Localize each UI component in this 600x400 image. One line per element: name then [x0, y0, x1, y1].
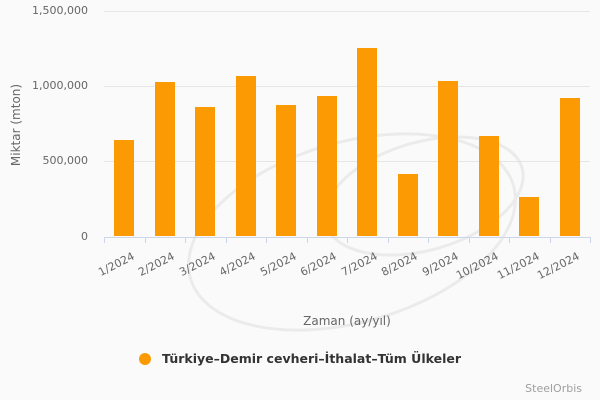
x-axis-tick [306, 236, 308, 243]
bar-9/2024[interactable] [438, 80, 459, 237]
x-axis-tick [144, 236, 146, 243]
x-axis-title: Zaman (ay/yıl) [303, 314, 391, 328]
x-axis-tick [387, 236, 389, 243]
gridline [104, 11, 590, 12]
bar-4/2024[interactable] [235, 76, 256, 237]
gridline [104, 161, 590, 163]
x-tick-label: 8/2024 [379, 249, 420, 279]
y-tick-label: 500,000 [42, 154, 89, 168]
bar-10/2024[interactable] [478, 135, 499, 237]
x-tick-label: 10/2024 [454, 249, 501, 282]
x-tick-label: 2/2024 [136, 249, 177, 279]
x-axis-tick [185, 236, 186, 243]
x-tick-label: 5/2024 [257, 249, 299, 279]
x-tick-label: 3/2024 [176, 249, 218, 279]
bar-1/2024[interactable] [114, 139, 135, 237]
legend-marker-icon [139, 352, 151, 365]
x-tick-label: 9/2024 [419, 249, 461, 279]
y-tick-label: 1,500,000 [32, 4, 88, 17]
y-tick-label: 0 [81, 229, 88, 243]
x-tick-label: 6/2024 [298, 249, 339, 279]
y-tick-label: 1,000,000 [32, 79, 88, 93]
x-axis-tick [590, 236, 591, 243]
bar-7/2024[interactable] [357, 47, 378, 237]
bar-8/2024[interactable] [397, 174, 418, 237]
bar-6/2024[interactable] [316, 95, 337, 237]
bar-2/2024[interactable] [154, 81, 175, 237]
gridline [104, 86, 590, 88]
x-axis-tick [225, 236, 227, 243]
legend-series-label: Türkiye–Demir cevheri–İthalat–Tüm Ülkele… [162, 351, 461, 366]
x-axis-tick [468, 236, 470, 243]
x-axis-tick [549, 236, 551, 243]
x-tick-label: 1/2024 [95, 249, 137, 279]
x-axis-tick [266, 236, 267, 243]
bar-3/2024[interactable] [195, 107, 216, 237]
credit-text: SteelOrbis [525, 382, 582, 395]
x-tick-label: 11/2024 [494, 249, 542, 282]
x-tick-label: 12/2024 [535, 249, 582, 282]
legend[interactable]: Türkiye–Demir cevheri–İthalat–Tüm Ülkele… [0, 351, 600, 366]
bar-12/2024[interactable] [559, 98, 580, 237]
x-axis-tick [428, 236, 429, 243]
x-axis-tick [347, 236, 348, 243]
bar-5/2024[interactable] [276, 104, 297, 237]
x-axis-tick [509, 236, 510, 243]
x-tick-label: 4/2024 [217, 249, 258, 279]
bar-11/2024[interactable] [519, 196, 540, 237]
x-axis-tick [104, 236, 105, 243]
x-tick-label: 7/2024 [338, 249, 380, 279]
